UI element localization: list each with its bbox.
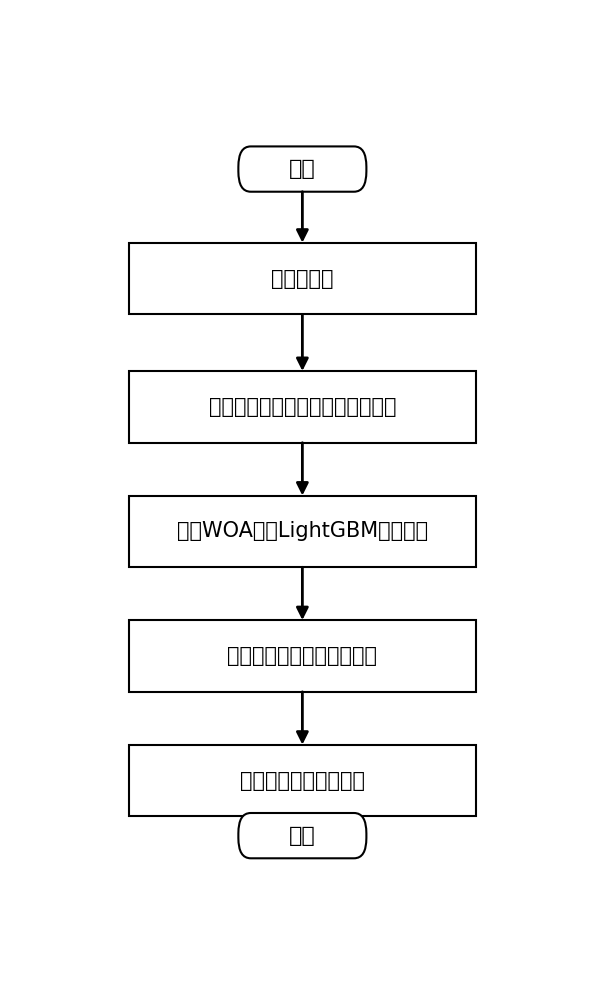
Text: 建立主轴故障预警模型: 建立主轴故障预警模型	[240, 771, 365, 791]
FancyBboxPatch shape	[238, 813, 366, 858]
FancyBboxPatch shape	[129, 371, 476, 443]
Text: 数据预处理: 数据预处理	[271, 269, 333, 289]
FancyBboxPatch shape	[129, 496, 476, 567]
FancyBboxPatch shape	[238, 146, 366, 192]
Text: 基于皮尔逊相关系数选择特征变量: 基于皮尔逊相关系数选择特征变量	[209, 397, 396, 417]
Text: 开始: 开始	[289, 159, 316, 179]
FancyBboxPatch shape	[129, 745, 476, 816]
Text: 结束: 结束	[289, 826, 316, 846]
Text: 基于WOA优化LightGBM参数空间: 基于WOA优化LightGBM参数空间	[177, 521, 428, 541]
FancyBboxPatch shape	[129, 243, 476, 314]
Text: 建立正常主轴温度预测模型: 建立正常主轴温度预测模型	[227, 646, 378, 666]
FancyBboxPatch shape	[129, 620, 476, 692]
